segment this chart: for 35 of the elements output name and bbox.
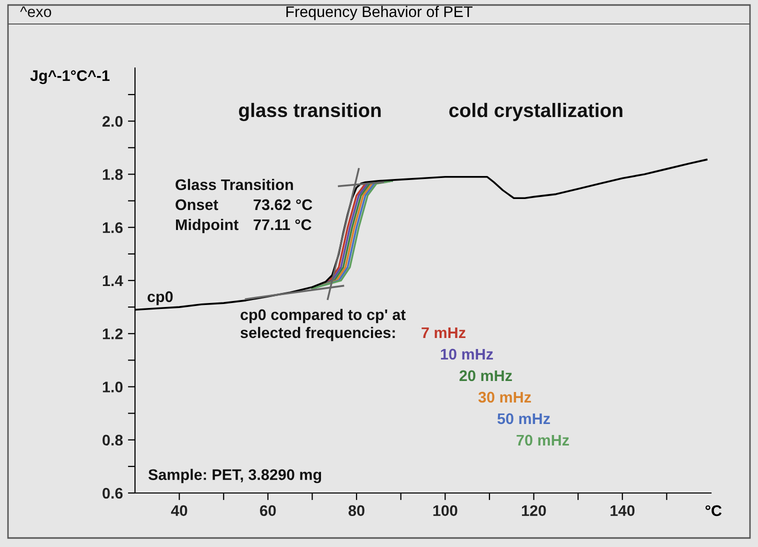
x-tick-label: 120	[522, 505, 546, 516]
annotation: cp0	[148, 291, 173, 306]
x-axis-title: °C	[706, 505, 722, 516]
text: ^exo	[20, 6, 52, 18]
annotation: Midpoint	[176, 218, 238, 234]
y-tick-label: 0.8	[102, 434, 123, 446]
annotation: 77.11 °C	[254, 219, 312, 230]
annotation: Onset	[176, 199, 218, 210]
text: 30 mHz	[478, 392, 531, 403]
annotation: Sample: PET, 3.8290 mg	[148, 468, 322, 484]
x-tick-label: 140	[610, 505, 635, 516]
y-tick-label: 1.8	[102, 169, 123, 180]
annotation: 73.62 °C	[254, 199, 312, 210]
text: 70 mHz	[516, 434, 569, 446]
x-tick-label: 60	[260, 505, 276, 516]
annotation: Glass Transition	[176, 178, 293, 190]
y-tick-label: 1.6	[102, 222, 123, 234]
x-tick-label: 80	[348, 505, 364, 516]
y-tick-label: 2.0	[102, 116, 123, 127]
text: 50 mHz	[497, 413, 550, 424]
y-tick-label: 1.0	[102, 382, 123, 392]
x-tick-label: 100	[433, 505, 458, 516]
y-tick-label: 1.4	[102, 276, 124, 286]
annotation: glass transition	[238, 102, 381, 122]
text: 10 mHz	[440, 348, 493, 360]
y-tick-label: 1.2	[102, 328, 123, 340]
y-axis-title: Jg^-1°C^-1	[30, 70, 110, 84]
x-tick-label: 40	[171, 505, 188, 516]
text: 20 mHz	[460, 370, 512, 382]
annotation: cp0 compared to cp' at	[240, 308, 406, 324]
chart-title: Frequency Behavior of PET	[286, 6, 472, 20]
annotation: cold crystallization	[449, 102, 622, 122]
y-tick-label: 0.6	[102, 488, 123, 499]
annotation: selected frequencies:	[240, 326, 395, 342]
text: 7 mHz	[422, 327, 466, 338]
